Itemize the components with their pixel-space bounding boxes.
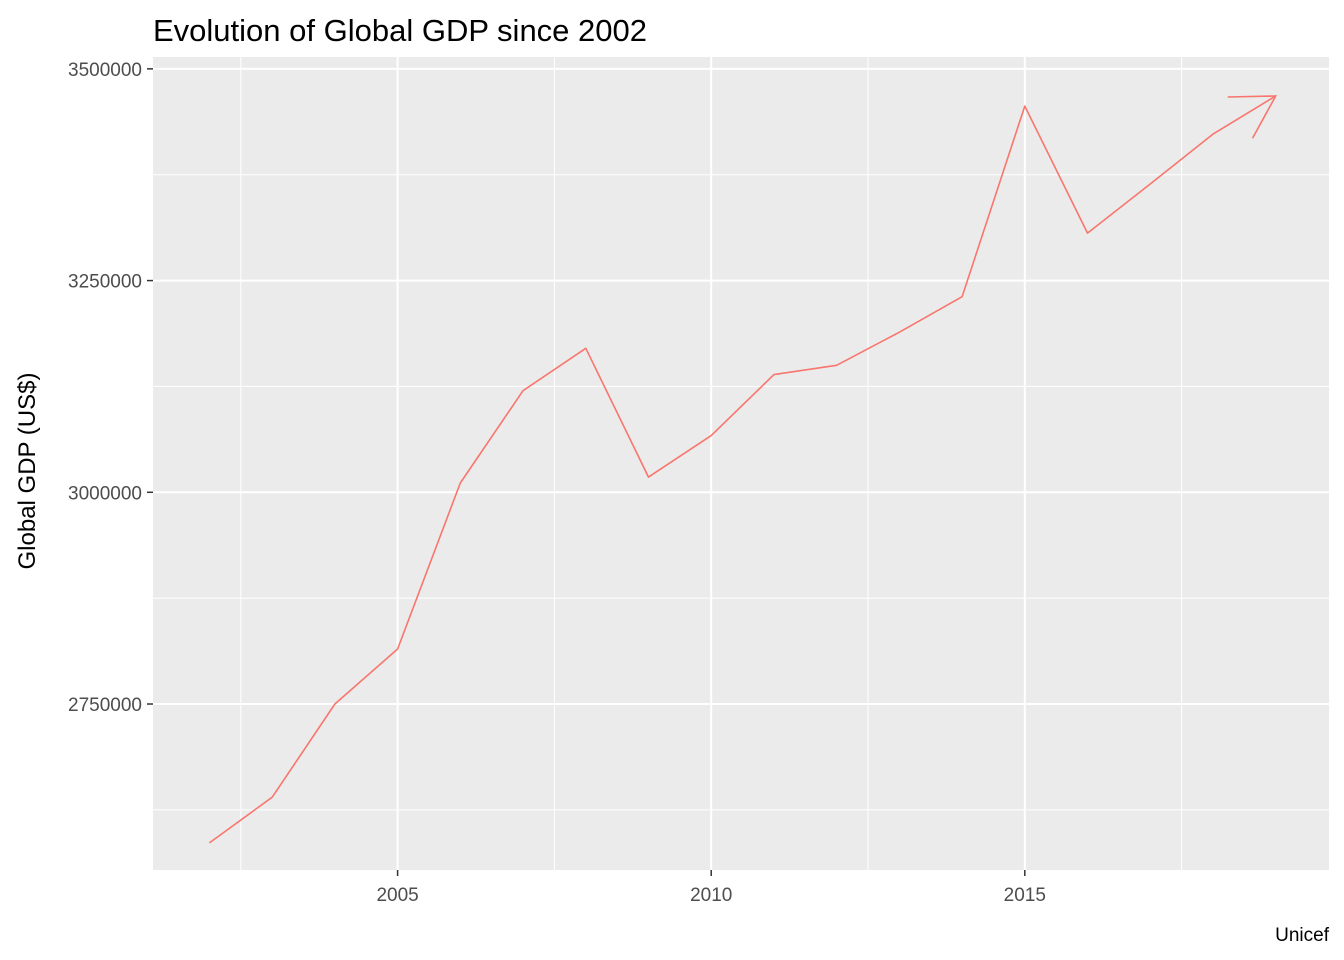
- series-line: [208, 95, 1277, 844]
- data-series: [208, 95, 1278, 844]
- plot-panel: [153, 57, 1329, 870]
- chart-title: Evolution of Global GDP since 2002: [153, 13, 647, 48]
- major-gridlines: [153, 57, 1329, 870]
- minor-gridlines: [153, 57, 1329, 870]
- x-axis: 2005 2010 2015: [376, 870, 1046, 906]
- x-tick-label: 2010: [690, 885, 732, 906]
- chart-caption: Unicef: [1275, 925, 1330, 946]
- x-tick-label: 2015: [1004, 885, 1046, 906]
- x-tick-label: 2005: [376, 885, 418, 906]
- y-tick-label: 3500000: [68, 60, 142, 81]
- y-tick-label: 3250000: [68, 272, 142, 293]
- y-axis: 2750000 3000000 3250000 3500000: [68, 60, 153, 716]
- y-axis-title: Global GDP (US$): [14, 373, 41, 570]
- series-arrowhead: [1227, 95, 1278, 139]
- y-tick-label: 3000000: [68, 483, 142, 504]
- y-tick-label: 2750000: [68, 695, 142, 716]
